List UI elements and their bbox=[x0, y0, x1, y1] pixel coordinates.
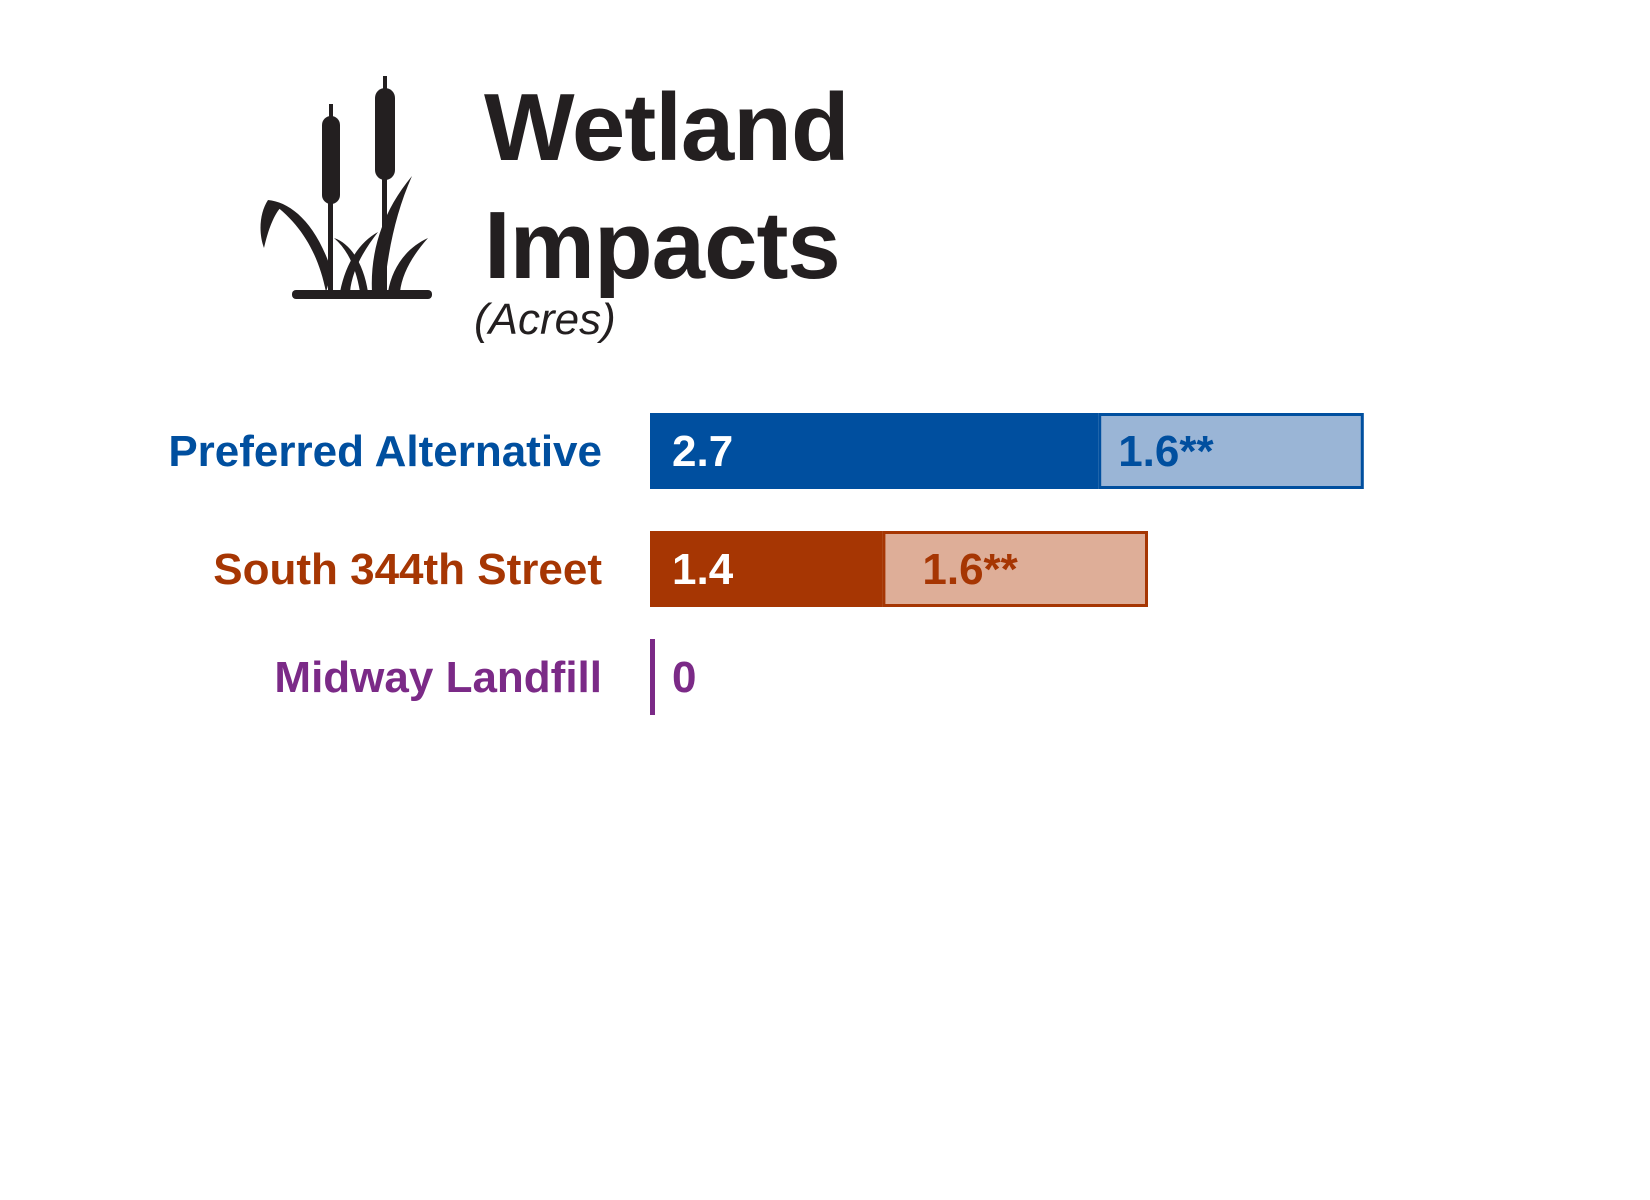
bar-segment-secondary bbox=[882, 531, 1149, 607]
cattail-wetland-icon bbox=[260, 76, 432, 299]
bar-zero-marker bbox=[650, 639, 655, 715]
bar-value-label: 0 bbox=[672, 653, 696, 702]
bar-segment-secondary bbox=[1098, 413, 1364, 489]
bar-segment-primary bbox=[650, 413, 1099, 489]
chart-subtitle: (Acres) bbox=[474, 295, 616, 344]
bar-value-label: 1.4 bbox=[672, 545, 734, 594]
bar-value-label: 2.7 bbox=[672, 427, 733, 476]
bar-value-label: 1.6** bbox=[1118, 427, 1214, 476]
category-label: South 344th Street bbox=[213, 545, 602, 594]
chart-title-line-1: Wetland bbox=[484, 74, 850, 181]
bar-value-label: 1.6** bbox=[922, 545, 1018, 594]
category-label: Midway Landfill bbox=[274, 653, 602, 702]
chart-title-line-2: Impacts bbox=[484, 192, 841, 299]
category-label: Preferred Alternative bbox=[168, 427, 602, 476]
bar-segment-primary bbox=[650, 531, 883, 607]
